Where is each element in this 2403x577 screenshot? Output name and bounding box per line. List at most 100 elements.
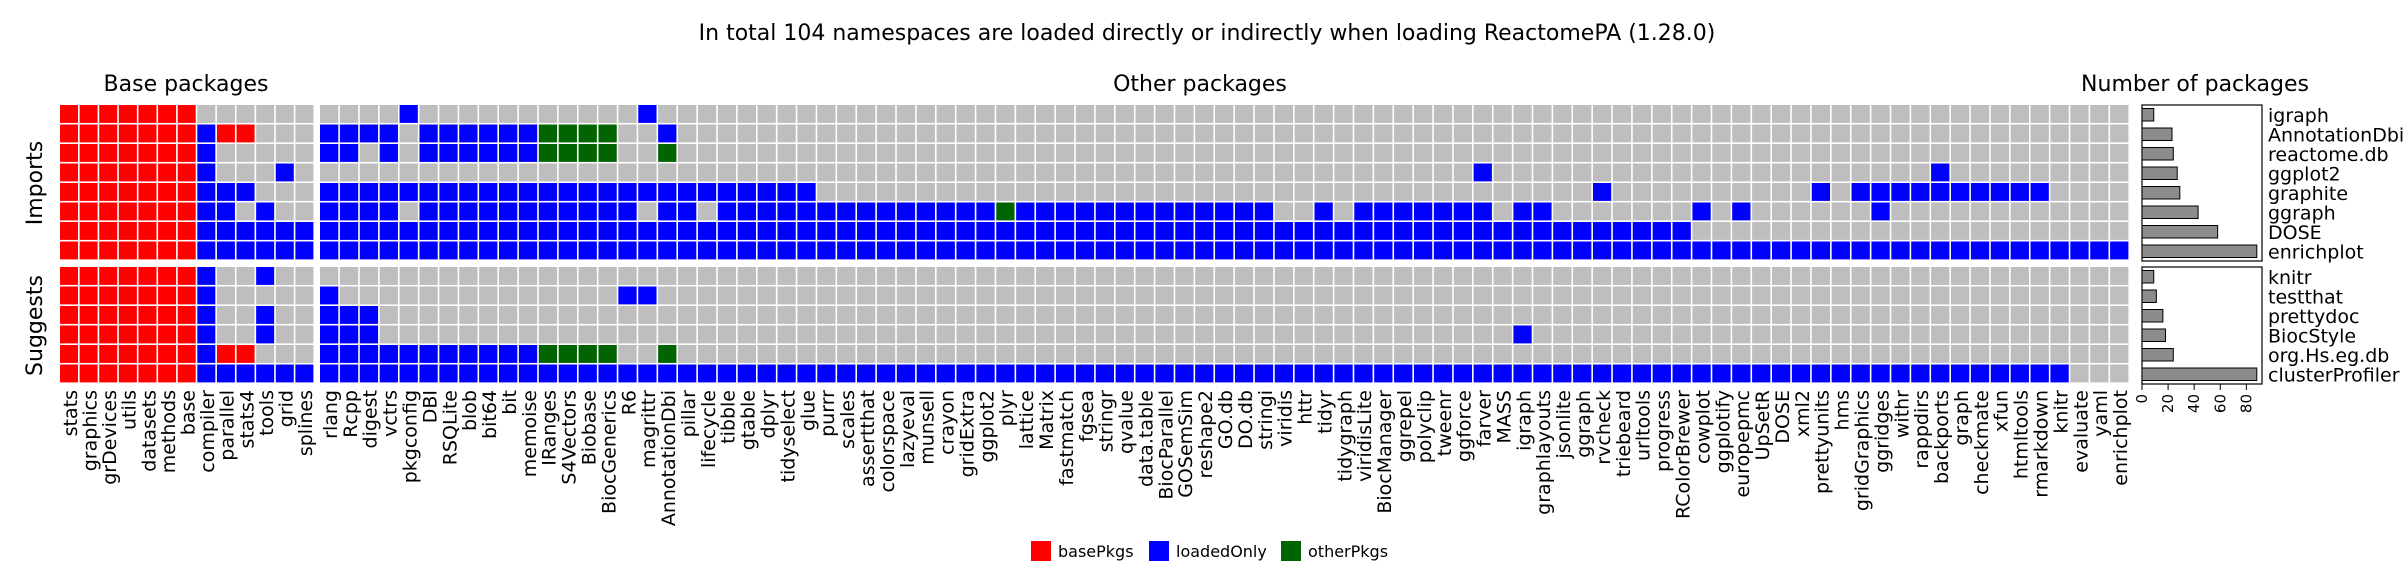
- cell-ggplot2-methods: [158, 163, 177, 182]
- cell-igraph-fastmatch: [1055, 105, 1075, 123]
- cell-knitr-stats: [60, 267, 79, 285]
- cell-clusterProfiler-xml2: [1791, 364, 1811, 383]
- cell-clusterProfiler-prettyunits: [1811, 364, 1831, 383]
- cell-DOSE-vctrs: [379, 222, 398, 240]
- cell-BiocStyle-triebeard: [1612, 325, 1632, 344]
- col-label-tweenr: tweenr: [1434, 390, 1456, 456]
- cell-ggplot2-gridExtra: [956, 163, 975, 182]
- cell-org.Hs.eg.db-europepmc: [1732, 345, 1751, 363]
- cell-enrichplot-R6: [618, 241, 637, 260]
- cell-knitr-hms: [1831, 267, 1850, 285]
- cell-AnnotationDbi-ggridges: [1871, 124, 1890, 143]
- cell-prettydoc-knitr: [2050, 306, 2069, 324]
- cell-knitr-GO.db: [1215, 267, 1234, 285]
- cell-ggraph-scales: [837, 202, 856, 221]
- cell-testthat-backports: [1931, 286, 1950, 305]
- cell-ggplot2-enrichplot: [2110, 163, 2129, 182]
- cell-testthat-tweenr: [1433, 286, 1453, 305]
- cell-BiocStyle-S4Vectors: [558, 325, 577, 344]
- cell-ggraph-base: [177, 202, 196, 221]
- cell-igraph-graphics: [79, 105, 98, 123]
- cell-ggraph-grDevices: [99, 202, 118, 221]
- cell-AnnotationDbi-GOSemSim: [1175, 124, 1194, 143]
- cell-ggraph-stats: [60, 202, 79, 221]
- cell-igraph-fgsea: [1075, 105, 1095, 123]
- cell-knitr-pillar: [678, 267, 697, 285]
- cell-knitr-jsonlite: [1553, 267, 1572, 285]
- cell-prettydoc-DO.db: [1234, 306, 1254, 324]
- cell-org.Hs.eg.db-graphics: [79, 345, 98, 363]
- cell-knitr-munsell: [916, 267, 935, 285]
- cell-reactome.db-evaluate: [2070, 144, 2089, 162]
- cell-DOSE-farver: [1473, 222, 1492, 240]
- cell-graphite-pillar: [678, 183, 697, 201]
- cell-DOSE-prettyunits: [1811, 222, 1831, 240]
- cell-org.Hs.eg.db-stats: [60, 345, 79, 363]
- cell-ggraph-RSQLite: [439, 202, 458, 221]
- cell-knitr-enrichplot: [2110, 267, 2129, 285]
- col-label-withr: withr: [1891, 390, 1913, 438]
- cell-igraph-graph: [1950, 105, 1970, 123]
- cell-enrichplot-lattice: [1016, 241, 1035, 260]
- cell-knitr-htmltools: [2010, 267, 2029, 285]
- cell-ggplot2-parallel: [216, 163, 235, 182]
- cell-prettydoc-tidyr: [1314, 306, 1333, 324]
- cell-igraph-dplyr: [757, 105, 776, 123]
- cell-BiocStyle-compiler: [197, 325, 216, 344]
- cell-knitr-tools: [256, 267, 275, 285]
- cell-org.Hs.eg.db-magrittr: [638, 345, 657, 363]
- cell-prettydoc-ggridges: [1871, 306, 1890, 324]
- cell-BiocStyle-farver: [1473, 325, 1492, 344]
- cell-prettydoc-datasets: [138, 306, 157, 324]
- col-label-Rcpp: Rcpp: [340, 390, 362, 438]
- cell-ggplot2-graphics: [79, 163, 98, 182]
- cell-igraph-GO.db: [1215, 105, 1234, 123]
- cell-enrichplot-RSQLite: [439, 241, 458, 260]
- cell-DOSE-RColorBrewer: [1672, 222, 1691, 240]
- cell-DOSE-htmltools: [2010, 222, 2029, 240]
- cell-graphite-tidyselect: [777, 183, 796, 201]
- cell-prettydoc-rlang: [320, 306, 339, 324]
- cell-igraph-AnnotationDbi: [658, 105, 677, 123]
- cell-graphite-magrittr: [638, 183, 657, 201]
- cell-DOSE-checkmate: [1970, 222, 1990, 240]
- cell-prettydoc-htmltools: [2010, 306, 2029, 324]
- count-bars: [2141, 104, 2263, 390]
- row-label-enrichplot: enrichplot: [2268, 241, 2364, 263]
- cell-testthat-tidyr: [1314, 286, 1333, 305]
- cell-graphite-BiocManager: [1374, 183, 1393, 201]
- cell-knitr-scales: [837, 267, 856, 285]
- row-label-ggplot2: ggplot2: [2268, 163, 2341, 185]
- cell-reactome.db-datasets: [138, 144, 157, 162]
- cell-org.Hs.eg.db-DOSE: [1771, 345, 1791, 363]
- col-label-farver: farver: [1474, 390, 1496, 447]
- cell-knitr-graph: [1950, 267, 1970, 285]
- cell-BiocStyle-yaml: [2090, 325, 2109, 344]
- cell-org.Hs.eg.db-rvcheck: [1592, 345, 1612, 363]
- bar-BiocStyle: [2141, 328, 2166, 342]
- cell-knitr-utils: [118, 267, 137, 285]
- col-label-GOSemSim: GOSemSim: [1175, 390, 1197, 498]
- cell-testthat-digest: [359, 286, 379, 305]
- cell-org.Hs.eg.db-htmltools: [2010, 345, 2029, 363]
- cell-reactome.db-tidyselect: [777, 144, 796, 162]
- cell-ggplot2-rvcheck: [1592, 163, 1612, 182]
- cell-graphite-ggrepel: [1394, 183, 1413, 201]
- cell-AnnotationDbi-purrr: [817, 124, 836, 143]
- cell-ggplot2-RColorBrewer: [1672, 163, 1691, 182]
- cell-ggraph-BiocManager: [1374, 202, 1393, 221]
- cell-testthat-DOSE: [1771, 286, 1791, 305]
- cell-BiocStyle-ggraph: [1573, 325, 1592, 344]
- cell-prettydoc-triebeard: [1612, 306, 1632, 324]
- cell-BiocStyle-splines: [295, 325, 314, 344]
- cell-ggplot2-BiocParallel: [1155, 163, 1174, 182]
- cell-ggraph-BiocParallel: [1155, 202, 1174, 221]
- cell-enrichplot-pillar: [678, 241, 697, 260]
- cell-igraph-datasets: [138, 105, 157, 123]
- col-label-ggforce: ggforce: [1454, 390, 1476, 462]
- col-label-qvalue: qvalue: [1116, 390, 1138, 454]
- cell-prettydoc-jsonlite: [1553, 306, 1572, 324]
- cell-clusterProfiler-dplyr: [757, 364, 776, 383]
- cell-prettydoc-grDevices: [99, 306, 118, 324]
- cell-graphite-lattice: [1016, 183, 1035, 201]
